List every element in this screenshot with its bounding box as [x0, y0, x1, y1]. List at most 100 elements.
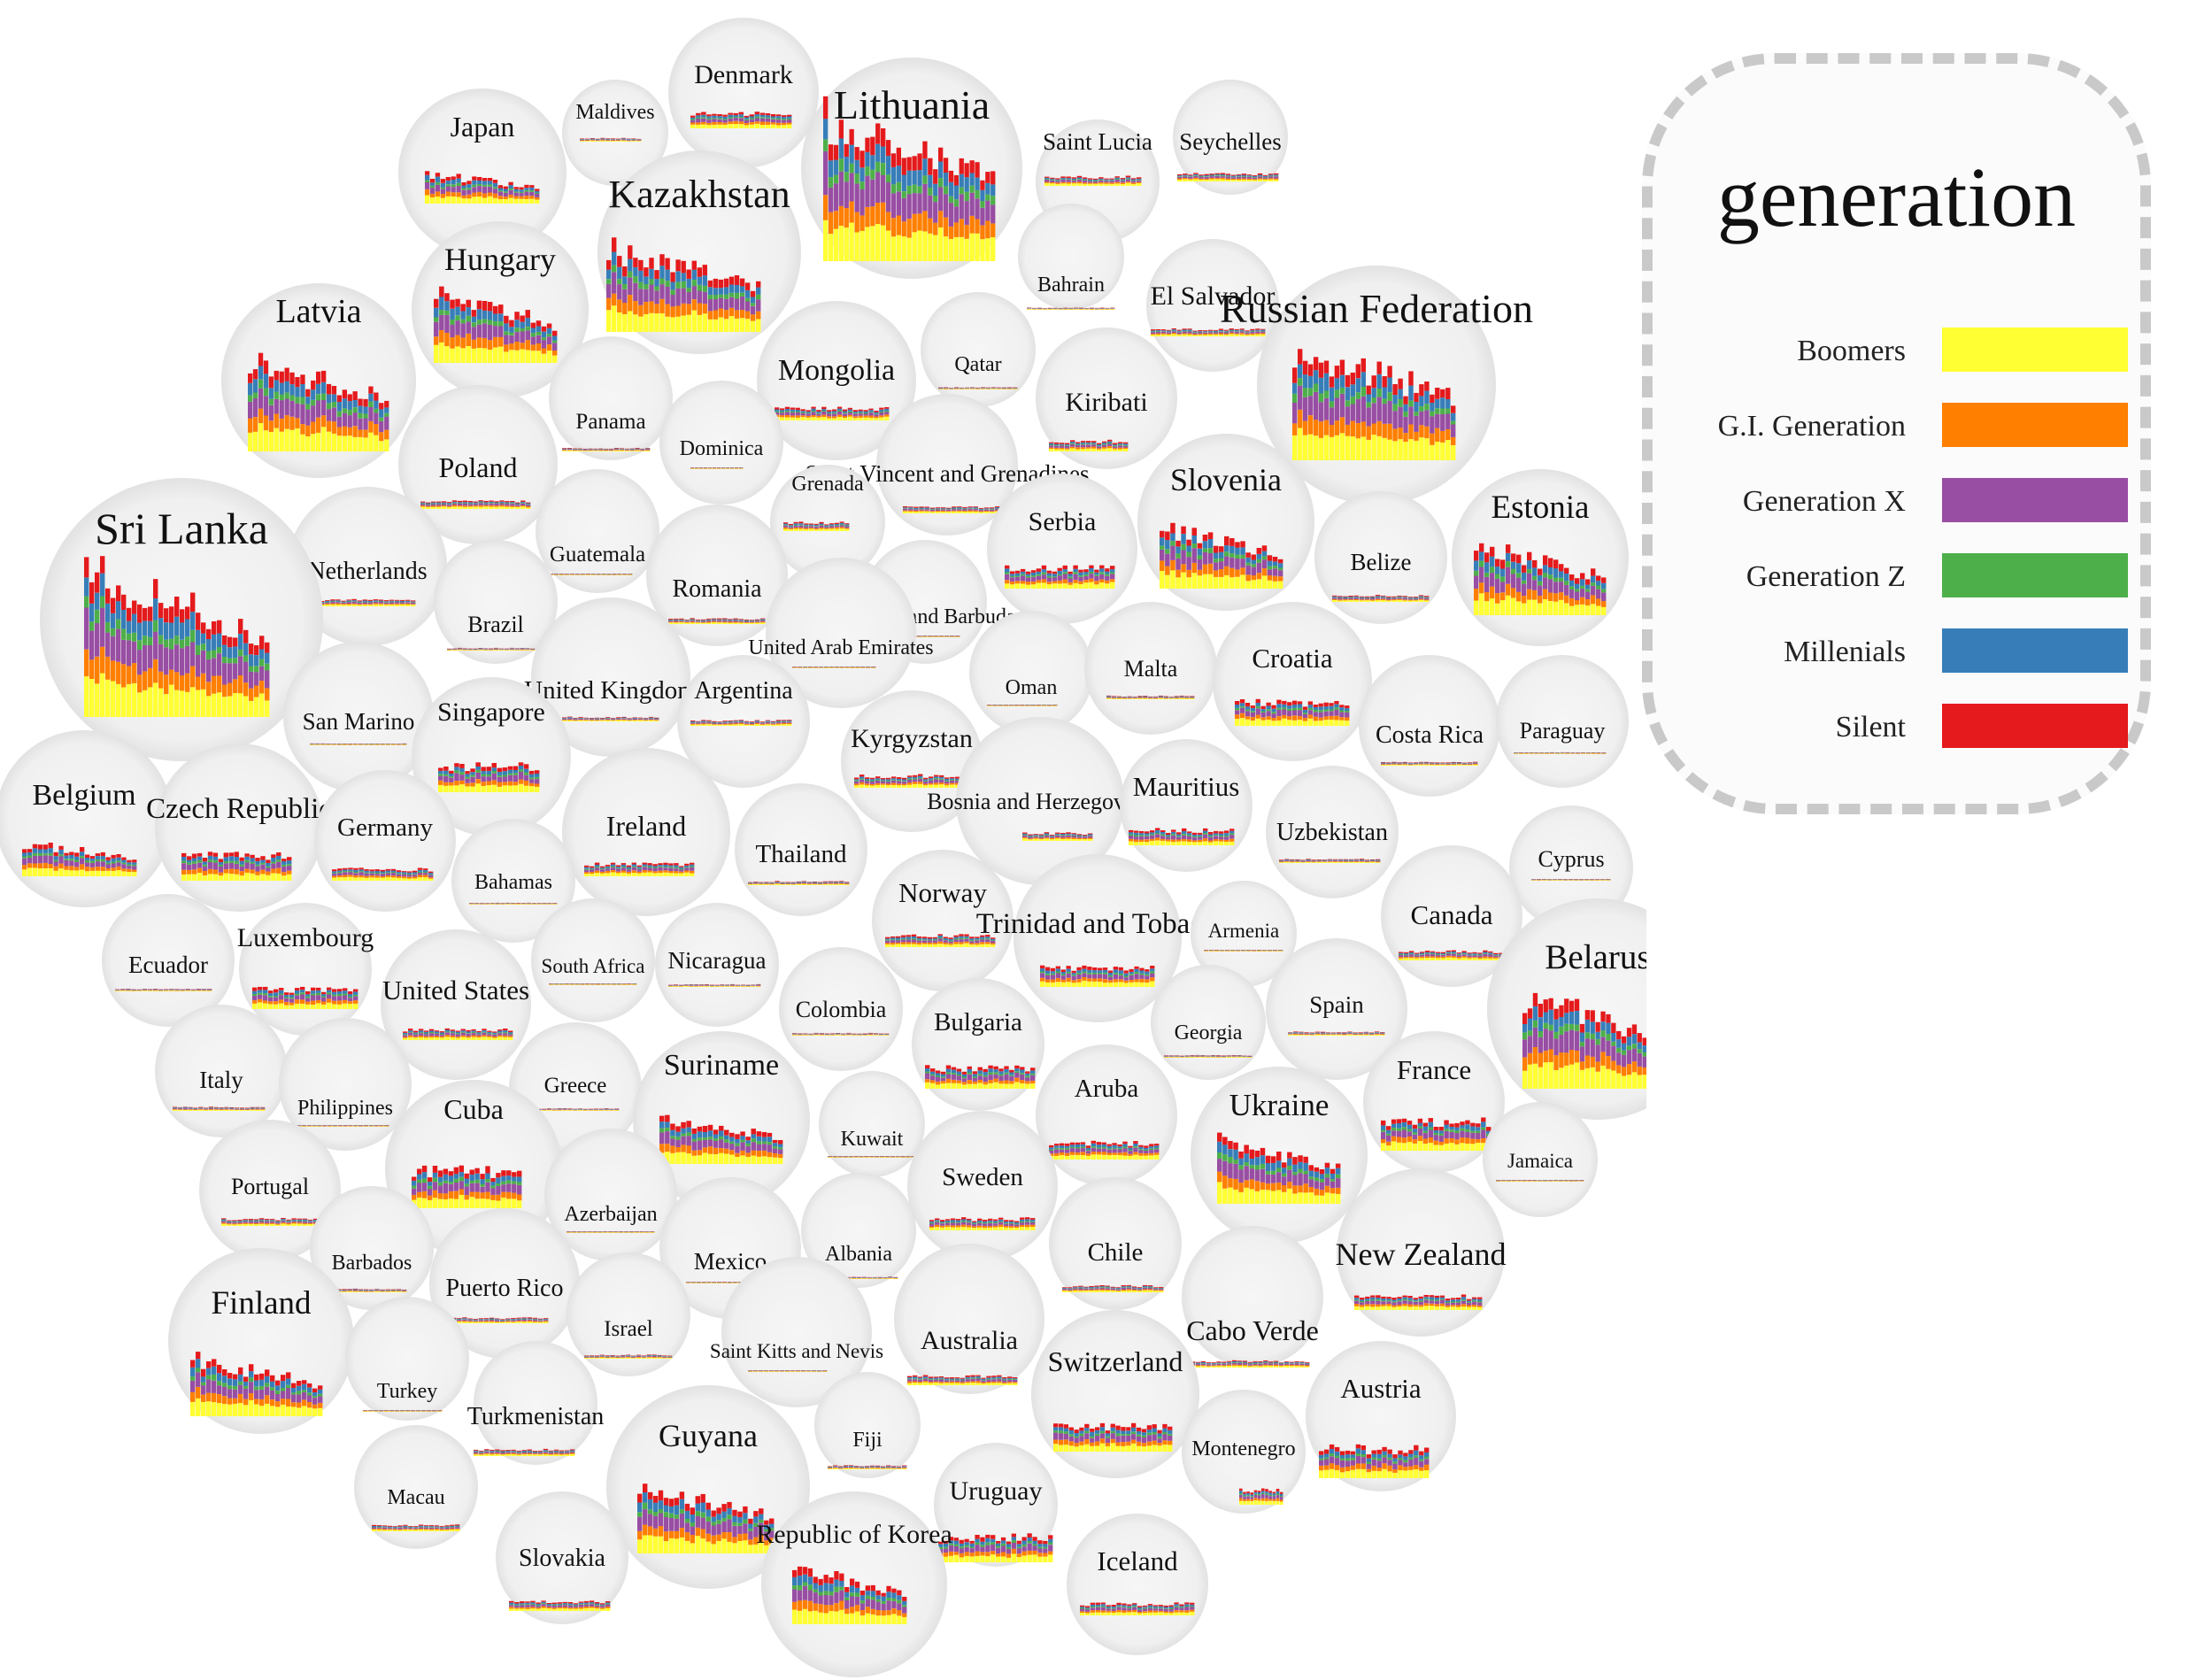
bar-segment	[1068, 309, 1074, 310]
country-bubble[interactable]: United Kingdom	[524, 597, 698, 757]
country-bubble[interactable]: Kiribati	[1036, 328, 1177, 469]
bar-segment	[158, 688, 164, 717]
bar-segment	[617, 256, 622, 267]
bar-segment	[1165, 553, 1170, 566]
country-bubble[interactable]: United Arab Emirates	[748, 558, 934, 708]
bar-segment	[684, 620, 690, 621]
bubble-circle	[766, 558, 916, 708]
bar-segment	[1334, 701, 1339, 705]
country-bubble[interactable]: Guatemala	[536, 469, 659, 593]
country-bubble[interactable]: Lithuania	[801, 58, 1022, 279]
bar-segment	[1334, 720, 1339, 726]
country-bubble[interactable]: Mongolia	[757, 301, 916, 460]
country-bubble[interactable]: Slovenia	[1137, 434, 1314, 611]
bar-segment	[143, 607, 148, 621]
country-bubble[interactable]: Netherlands	[288, 487, 447, 646]
bar-segment	[482, 193, 488, 198]
bar-segment	[628, 271, 633, 278]
bar-segment	[934, 779, 939, 783]
bar-segment	[1408, 439, 1414, 460]
country-bubble[interactable]: Serbia	[987, 474, 1137, 624]
bar-segment	[143, 644, 148, 672]
country-bubble[interactable]: Singapore	[412, 677, 571, 836]
bar-segment	[1170, 522, 1175, 534]
country-bubble[interactable]: Malta	[1084, 602, 1217, 735]
country-bubble[interactable]: El Salvador	[1146, 239, 1279, 372]
bar-segment	[1440, 442, 1445, 460]
country-bubble[interactable]: Russian Federation	[1220, 266, 1533, 505]
stacked-bar-glyph	[783, 521, 850, 531]
bar-segment	[1073, 574, 1078, 581]
bar-segment	[626, 139, 631, 141]
country-bubble[interactable]: Romania	[646, 505, 788, 646]
country-bubble[interactable]: Brazil	[434, 540, 558, 664]
bar-segment	[839, 667, 844, 668]
country-bubble[interactable]: Estonia	[1452, 469, 1629, 646]
country-bubble[interactable]: Croatia	[1213, 602, 1372, 761]
bar-segment	[1334, 435, 1340, 460]
bar-segment	[654, 304, 659, 314]
bar-segment	[1014, 705, 1020, 706]
country-bubble[interactable]: Belize	[1314, 491, 1447, 624]
country-bubble[interactable]: Kyrgyzstan	[841, 690, 987, 832]
bar-segment	[1036, 575, 1042, 581]
bar-segment	[865, 780, 870, 782]
bar-segment	[690, 721, 696, 722]
bar-segment	[1402, 762, 1407, 763]
country-bubble[interactable]: Hungary	[412, 221, 589, 398]
bar-segment	[1109, 183, 1114, 186]
bar-segment	[300, 404, 305, 424]
country-bubble[interactable]: Dominica	[659, 381, 783, 505]
bar-segment	[336, 395, 342, 402]
bar-segment	[1110, 582, 1115, 589]
bar-segment	[722, 724, 728, 726]
bar-segment	[1104, 178, 1109, 180]
country-bubble[interactable]: Bahrain	[1018, 204, 1124, 310]
bar-segment	[1111, 697, 1117, 699]
country-bubble[interactable]: Oman	[969, 611, 1093, 735]
bar-segment	[612, 574, 617, 575]
country-bubble[interactable]: Panama	[549, 336, 673, 460]
country-bubble[interactable]: Sri Lanka	[40, 478, 323, 761]
country-bubble[interactable]: Seychelles	[1173, 80, 1288, 195]
country-bubble[interactable]: Japan	[398, 89, 567, 257]
bar-segment	[491, 780, 497, 785]
country-bubble[interactable]: Qatar	[921, 292, 1036, 407]
bar-segment	[1543, 599, 1548, 615]
country-bubble[interactable]: San Marino	[283, 642, 434, 792]
bar-segment	[1158, 697, 1164, 698]
bar-segment	[374, 424, 379, 435]
bar-segment	[1334, 704, 1339, 708]
country-bubble[interactable]: Denmark	[668, 18, 819, 168]
bar-segment	[1204, 173, 1209, 175]
country-bubble[interactable]: Grenada	[770, 465, 885, 580]
bar-segment	[1339, 359, 1345, 375]
bar-segment	[1257, 174, 1263, 176]
bar-segment	[804, 528, 809, 531]
bar-segment	[84, 557, 89, 578]
bar-segment	[362, 599, 367, 601]
country-bubble[interactable]: Argentina	[677, 655, 810, 788]
bar-segment	[712, 721, 717, 723]
bar-segment	[169, 669, 174, 685]
bar-segment	[994, 506, 1000, 507]
country-bubble[interactable]: Poland	[398, 385, 558, 544]
country-bubble[interactable]: Paraguay	[1496, 655, 1629, 788]
bar-segment	[765, 723, 771, 725]
bar-segment	[389, 599, 395, 601]
country-bubble[interactable]: Kazakhstan	[597, 150, 801, 354]
bar-segment	[1220, 179, 1225, 181]
bar-segment	[770, 118, 776, 119]
bar-segment	[1171, 334, 1176, 336]
country-bubble[interactable]: Maldives	[562, 80, 668, 186]
bar-segment	[836, 408, 843, 411]
bar-segment	[638, 281, 644, 289]
bar-segment	[1075, 443, 1081, 445]
bar-segment	[1230, 175, 1236, 177]
bar-segment	[1261, 556, 1268, 560]
country-bubble[interactable]: Costa Rica	[1359, 655, 1500, 797]
country-bubble[interactable]: Latvia	[221, 283, 416, 478]
bar-segment	[697, 267, 702, 277]
bar-segment	[248, 382, 253, 396]
bar-segment	[1078, 572, 1083, 576]
